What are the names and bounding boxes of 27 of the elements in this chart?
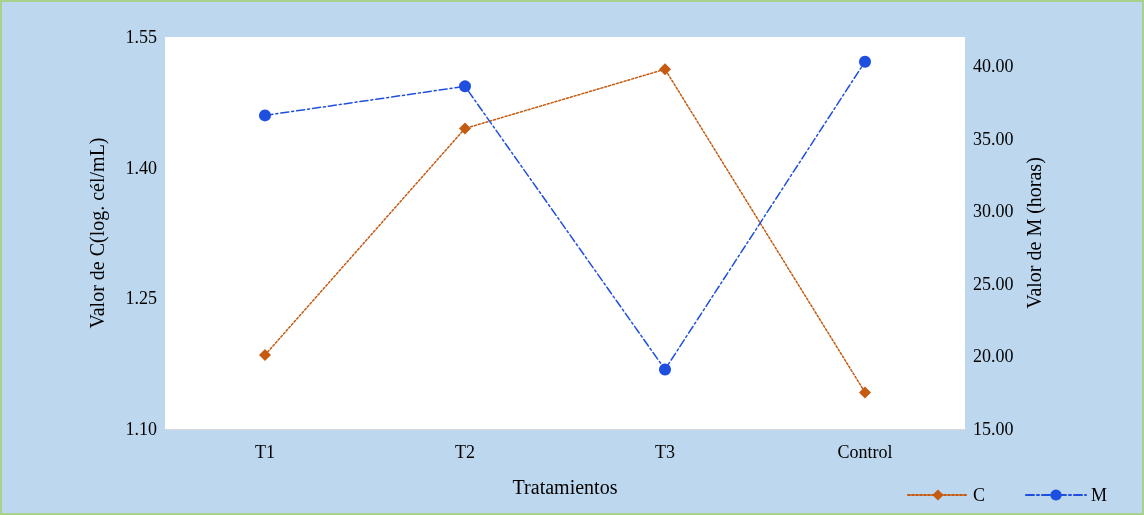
x-tick-label: T1 [255,442,275,462]
point [459,122,471,135]
y-tick-label: 1.55 [125,27,157,47]
y2-tick-label: 35.00 [973,128,1014,149]
y2-tick-label: 40.00 [973,56,1014,77]
y-tick-label: 1.25 [125,288,157,309]
x-axis-title: Tratamientos [512,476,618,498]
point [859,55,871,68]
x-tick-label: T3 [655,442,675,462]
point [259,109,271,122]
point [659,363,671,376]
point [659,63,671,76]
y2-tick-label: 20.00 [973,346,1014,367]
point [459,80,471,93]
y2-tick-label: 15.00 [973,419,1014,439]
x-tick-label: Control [837,442,893,462]
y2-tick-label: 25.00 [973,273,1014,294]
legend-label: C [972,485,985,505]
y2-tick-label: 30.00 [973,201,1014,222]
x-tick-label: T2 [455,442,475,462]
legend-label: M [1091,485,1108,505]
point [859,386,871,399]
y2-axis-title: Valor de M (horas) [1023,157,1047,309]
point [259,348,271,361]
y-axis-title: Valor de C(log. cél/mL) [86,137,109,329]
y-tick-label: 1.10 [125,419,157,439]
y-tick-label: 1.40 [125,157,157,178]
